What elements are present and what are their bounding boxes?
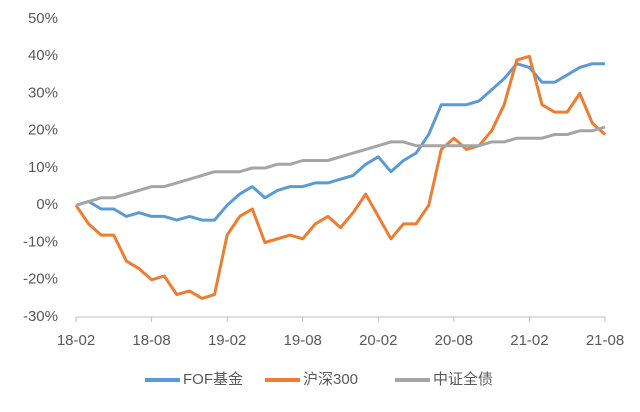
y-tick-label: 50% xyxy=(28,10,58,27)
y-tick-label: 30% xyxy=(28,84,58,101)
series-line xyxy=(74,54,606,300)
y-tick-label: 10% xyxy=(28,159,58,176)
y-tick-label: 0% xyxy=(36,196,58,213)
x-tick-label: 18-08 xyxy=(132,332,170,349)
x-tick-label: 20-02 xyxy=(359,332,397,349)
x-tick-label: 19-08 xyxy=(284,332,322,349)
x-tick-label: 21-02 xyxy=(510,332,548,349)
y-tick-label: -20% xyxy=(23,271,58,288)
legend-label: FOF基金 xyxy=(183,371,243,388)
legend-label: 沪深300 xyxy=(303,371,358,388)
series-line xyxy=(75,62,605,222)
y-tick-label: 20% xyxy=(28,122,58,139)
x-tick-label: 18-02 xyxy=(57,332,95,349)
y-tick-label: -10% xyxy=(23,233,58,250)
x-tick-label: 20-08 xyxy=(435,332,473,349)
legend-label: 中证全债 xyxy=(433,370,493,388)
y-tick-label: -30% xyxy=(23,308,58,325)
series-line xyxy=(75,125,606,207)
x-tick-label: 19-02 xyxy=(208,332,246,349)
y-tick-label: 40% xyxy=(28,47,58,64)
x-tick-label: 21-08 xyxy=(586,332,624,349)
